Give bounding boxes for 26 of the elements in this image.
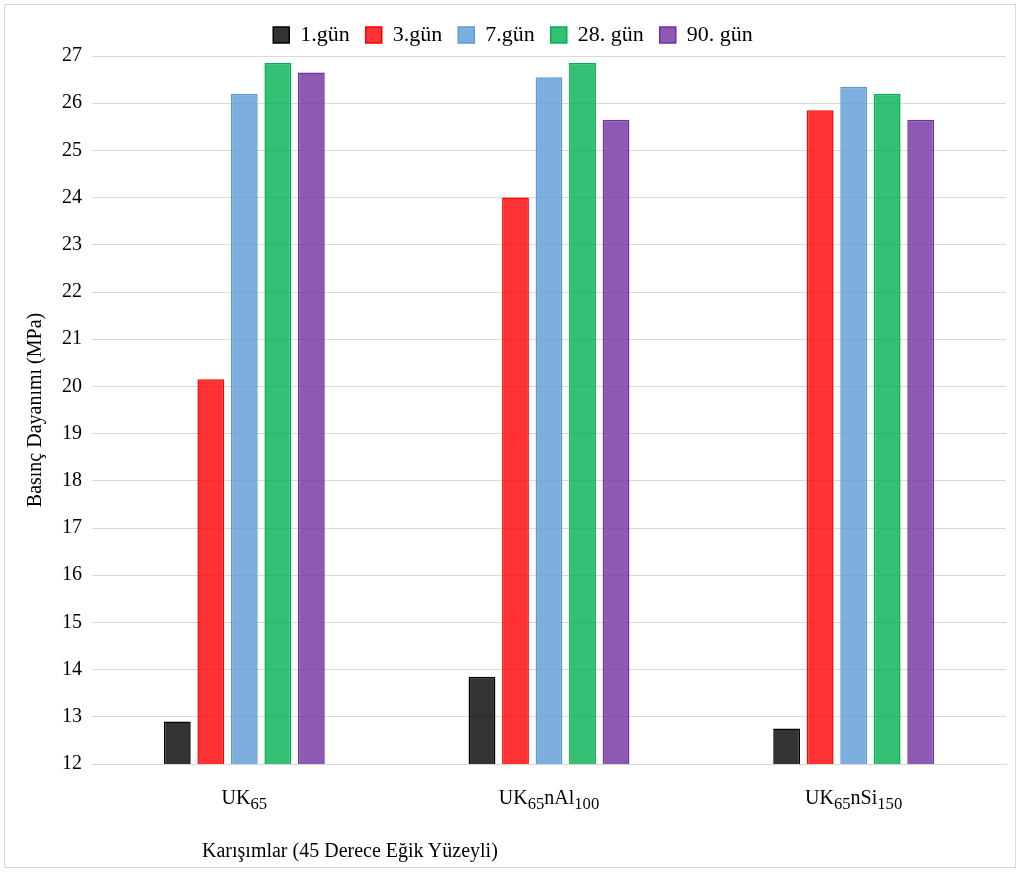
y-tick-label: 16 <box>62 562 82 585</box>
y-tick-label: 18 <box>62 468 82 491</box>
y-tick-label: 12 <box>62 751 82 774</box>
y-axis-title: Basınç Dayanımı (MPa) <box>23 312 47 508</box>
x-tick-label: UK$_{65}$nSi$_{150}$ <box>805 786 903 814</box>
y-tick-label: 19 <box>62 420 82 443</box>
y-tick-label: 20 <box>62 373 82 396</box>
y-tick-label: 15 <box>62 609 82 632</box>
legend-label: 90. gün <box>686 20 753 46</box>
y-tick-label: 27 <box>62 43 82 66</box>
legend-label: 1.gün <box>300 20 350 46</box>
y-tick-label: 23 <box>62 232 82 255</box>
x-tick-label: UK$_{65}$nAl$_{100}$ <box>498 786 600 814</box>
x-tick-label: UK$_{65}$ <box>221 786 268 814</box>
y-tick-label: 26 <box>62 90 82 113</box>
y-tick-label: 24 <box>62 184 82 207</box>
y-tick-label: 25 <box>62 137 82 160</box>
y-tick-label: 17 <box>62 515 82 538</box>
y-tick-label: 13 <box>62 704 82 727</box>
y-tick-label: 14 <box>62 656 82 679</box>
y-tick-label: 22 <box>62 279 82 302</box>
legend-label: 7.gün <box>485 20 535 46</box>
legend-label: 28. gün <box>577 20 644 46</box>
legend-label: 3.gün <box>392 20 443 46</box>
x-axis-title: Karışımlar (45 Derece Eğik Yüzeyli) <box>202 839 498 862</box>
y-tick-label: 21 <box>62 326 82 349</box>
